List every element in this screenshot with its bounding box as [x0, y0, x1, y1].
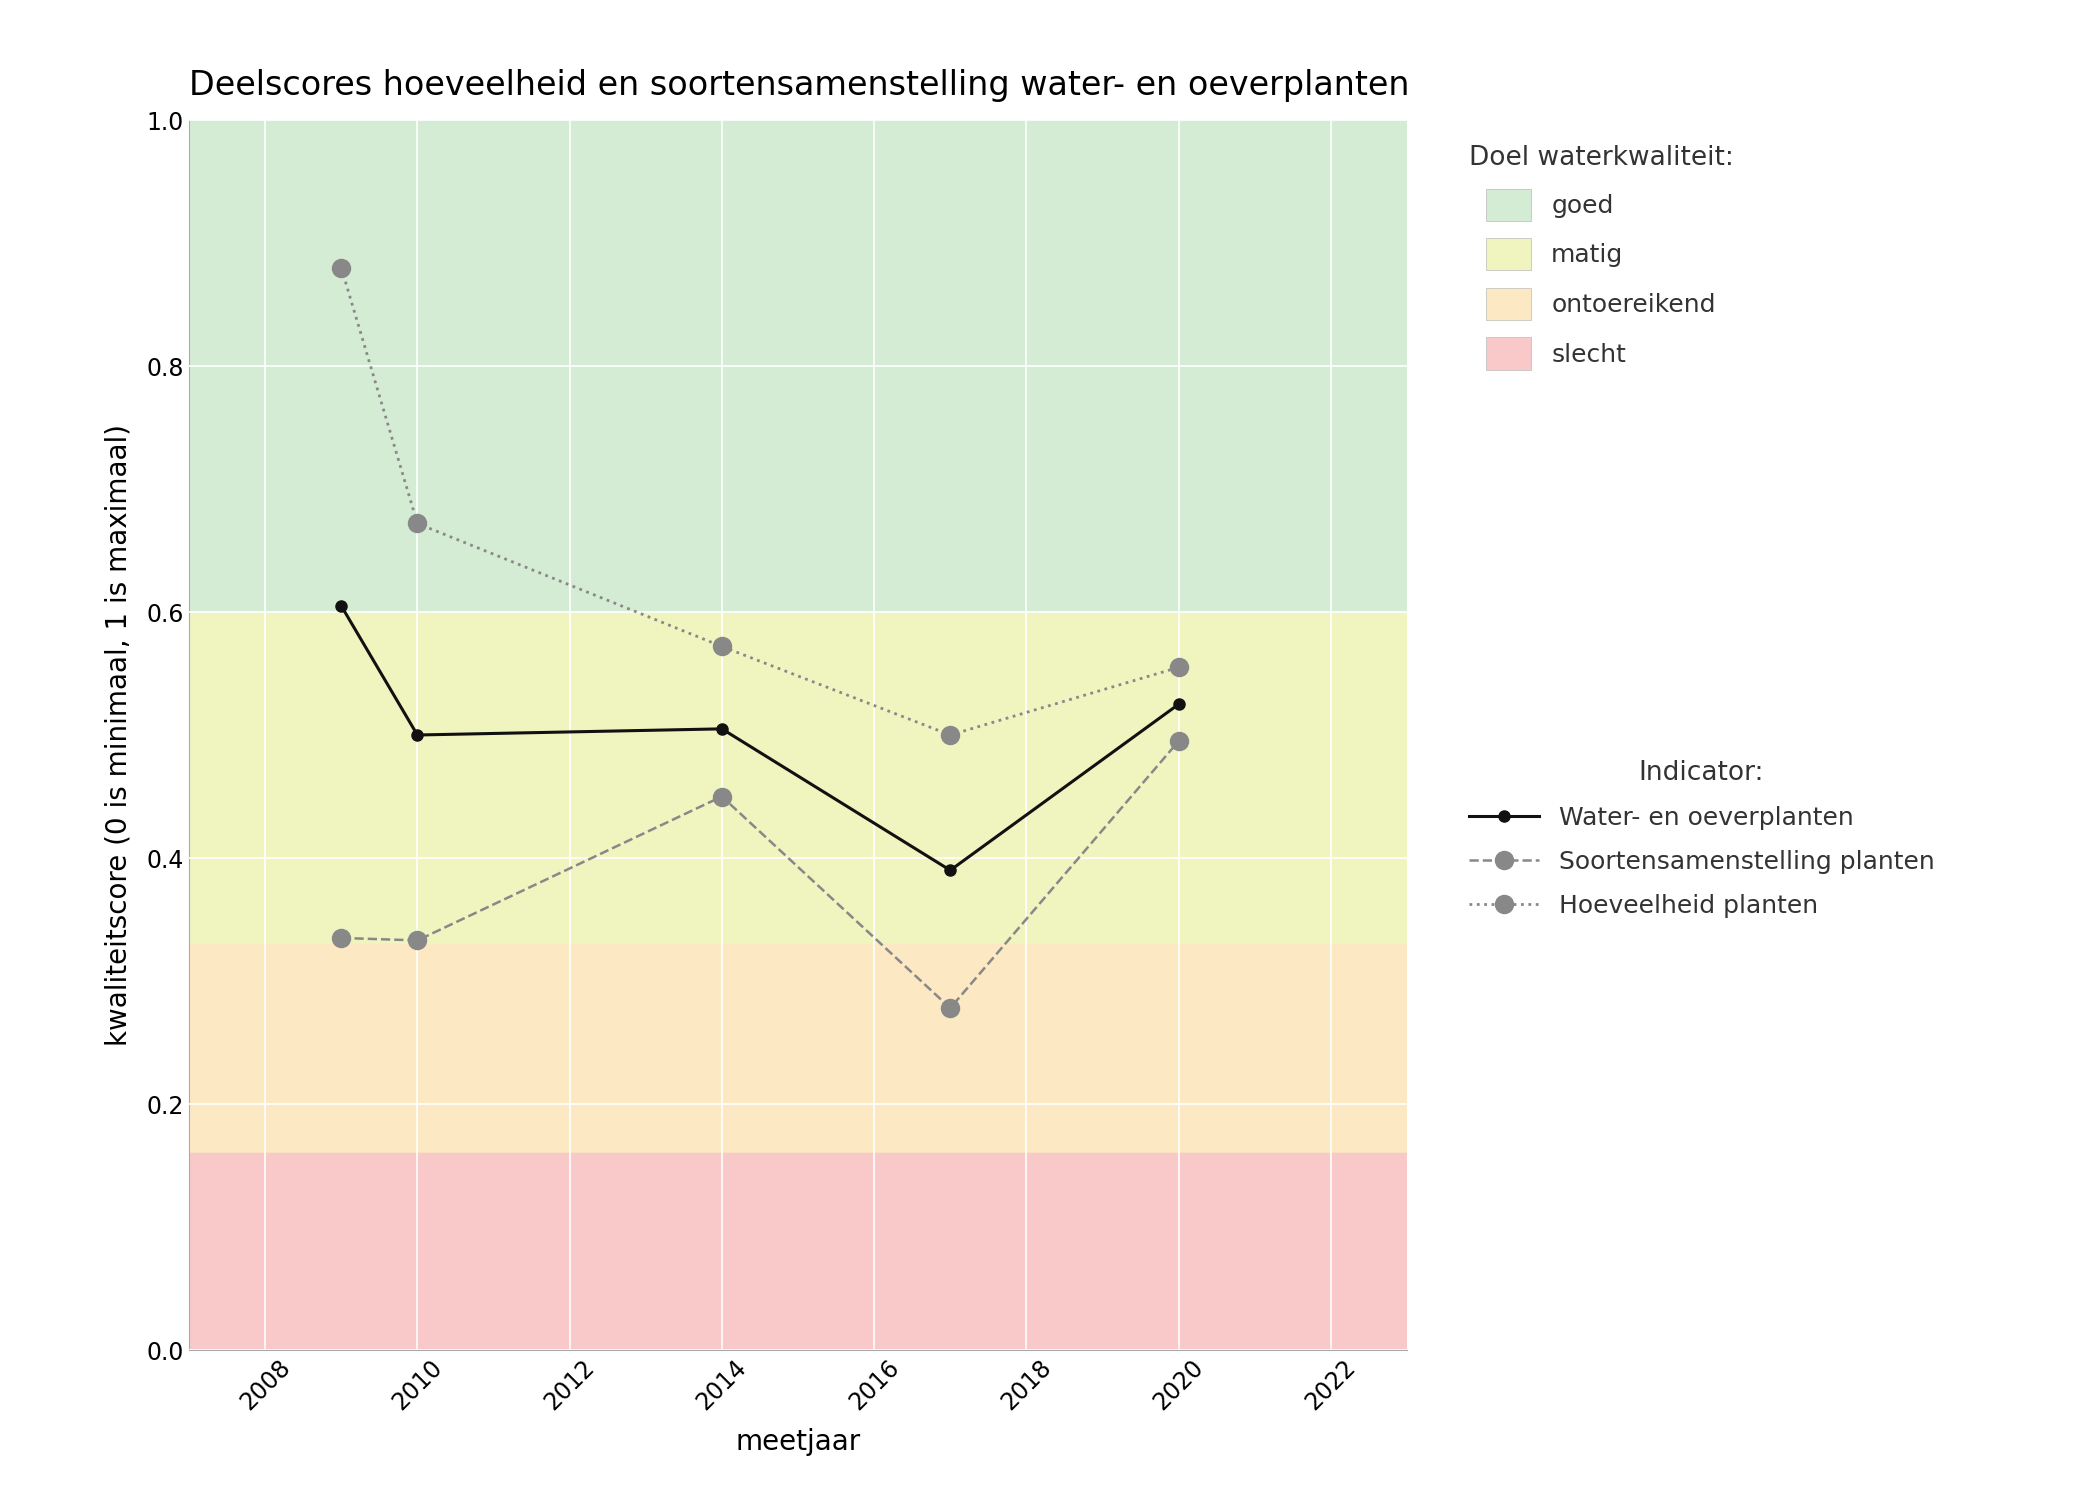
Bar	[189, 1154, 1407, 1350]
Y-axis label: kwaliteitscore (0 is minimaal, 1 is maximaal): kwaliteitscore (0 is minimaal, 1 is maxi…	[105, 424, 132, 1046]
Bar	[189, 612, 1407, 944]
Bar	[189, 120, 1407, 612]
Legend: Water- en oeverplanten, Soortensamenstelling planten, Hoeveelheid planten: Water- en oeverplanten, Soortensamenstel…	[1455, 747, 1947, 930]
Bar	[189, 944, 1407, 1154]
X-axis label: meetjaar: meetjaar	[735, 1428, 861, 1456]
Text: Deelscores hoeveelheid en soortensamenstelling water- en oeverplanten: Deelscores hoeveelheid en soortensamenst…	[189, 69, 1409, 102]
